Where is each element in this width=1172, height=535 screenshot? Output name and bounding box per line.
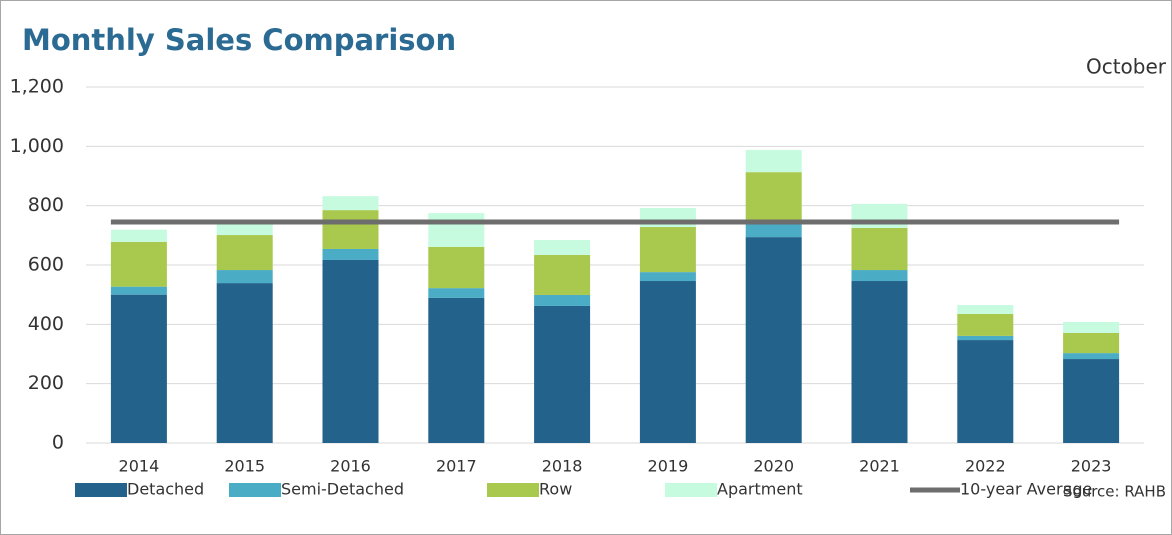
x-tick-label: 2019 — [648, 457, 689, 476]
bar-segment — [851, 281, 908, 443]
bar-segment — [534, 305, 591, 443]
bar-segment — [322, 196, 379, 211]
y-tick-label: 200 — [28, 372, 64, 394]
x-tick-label: 2016 — [330, 457, 371, 476]
bar-segment — [745, 149, 802, 173]
x-tick-label: 2017 — [436, 457, 477, 476]
bar-segment — [534, 294, 591, 306]
source: Source: RAHB — [1063, 483, 1166, 501]
bar-segment — [1063, 321, 1120, 333]
legend-label: Row — [539, 480, 572, 499]
legend-label: Semi-Detached — [281, 480, 404, 499]
bar-segment — [216, 235, 273, 271]
bar-segment — [639, 281, 696, 443]
legend-swatch — [665, 483, 717, 497]
x-tick-label: 2020 — [753, 457, 794, 476]
subtitle: October — [1086, 55, 1167, 79]
bar-segment — [745, 237, 802, 443]
x-tick-label: 2021 — [859, 457, 900, 476]
bar-segment — [216, 270, 273, 284]
bar-segment — [322, 248, 379, 260]
bar-segment — [745, 224, 802, 238]
bar-segment — [957, 313, 1014, 336]
bar-segment — [534, 254, 591, 295]
legend-swatch — [487, 483, 539, 497]
legend-swatch — [229, 483, 281, 497]
y-tick-label: 600 — [28, 254, 64, 276]
bar-segment — [745, 172, 802, 225]
legend-label: 10-year Average — [960, 480, 1092, 499]
y-tick-label: 1,200 — [10, 76, 64, 98]
x-tick-label: 2022 — [965, 457, 1006, 476]
bar-segment — [957, 305, 1014, 314]
bar-segment — [216, 224, 273, 236]
bar-segment — [216, 283, 273, 443]
y-tick-label: 800 — [28, 194, 64, 216]
bar-segment — [1063, 359, 1120, 443]
bar-segment — [534, 240, 591, 255]
bar-segment — [428, 246, 485, 289]
legend-swatch — [75, 483, 127, 497]
y-tick-label: 0 — [52, 432, 64, 454]
bar-segment — [428, 213, 485, 247]
x-tick-label: 2023 — [1071, 457, 1112, 476]
chart-title: Monthly Sales Comparison — [22, 23, 456, 57]
bar-segment — [110, 286, 167, 295]
bar-segment — [851, 270, 908, 282]
bar-segment — [110, 229, 167, 242]
bar-segment — [639, 272, 696, 282]
bar-segment — [1063, 353, 1120, 360]
legend-label: Detached — [127, 480, 204, 499]
bar-segment — [110, 294, 167, 443]
x-tick-label: 2015 — [224, 457, 265, 476]
bar-segment — [1063, 332, 1120, 354]
x-tick-label: 2018 — [542, 457, 583, 476]
bar-segment — [428, 288, 485, 298]
y-tick-label: 1,000 — [10, 135, 64, 157]
bar-segment — [428, 297, 485, 443]
bar-segment — [322, 259, 379, 443]
bar-segment — [110, 241, 167, 287]
bar-segment — [322, 210, 379, 249]
y-tick-label: 400 — [28, 313, 64, 335]
legend-label: Apartment — [717, 480, 803, 499]
bar-segment — [957, 335, 1014, 341]
bar-segment — [639, 227, 696, 273]
bar-segment — [957, 340, 1014, 443]
bar-segment — [851, 227, 908, 271]
x-tick-label: 2014 — [119, 457, 160, 476]
